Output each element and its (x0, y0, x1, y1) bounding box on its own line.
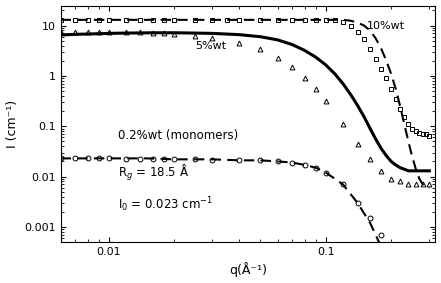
Text: I$_0$ = 0.023 cm$^{-1}$: I$_0$ = 0.023 cm$^{-1}$ (118, 196, 213, 215)
Text: 0.2%wt (monomers): 0.2%wt (monomers) (118, 129, 238, 142)
Text: 10%wt: 10%wt (367, 21, 405, 31)
X-axis label: q(Å⁻¹): q(Å⁻¹) (229, 262, 267, 277)
Text: 5%wt: 5%wt (195, 40, 226, 51)
Text: R$_g$ = 18.5 Å: R$_g$ = 18.5 Å (118, 163, 189, 183)
Y-axis label: I (cm⁻¹): I (cm⁻¹) (6, 100, 19, 148)
